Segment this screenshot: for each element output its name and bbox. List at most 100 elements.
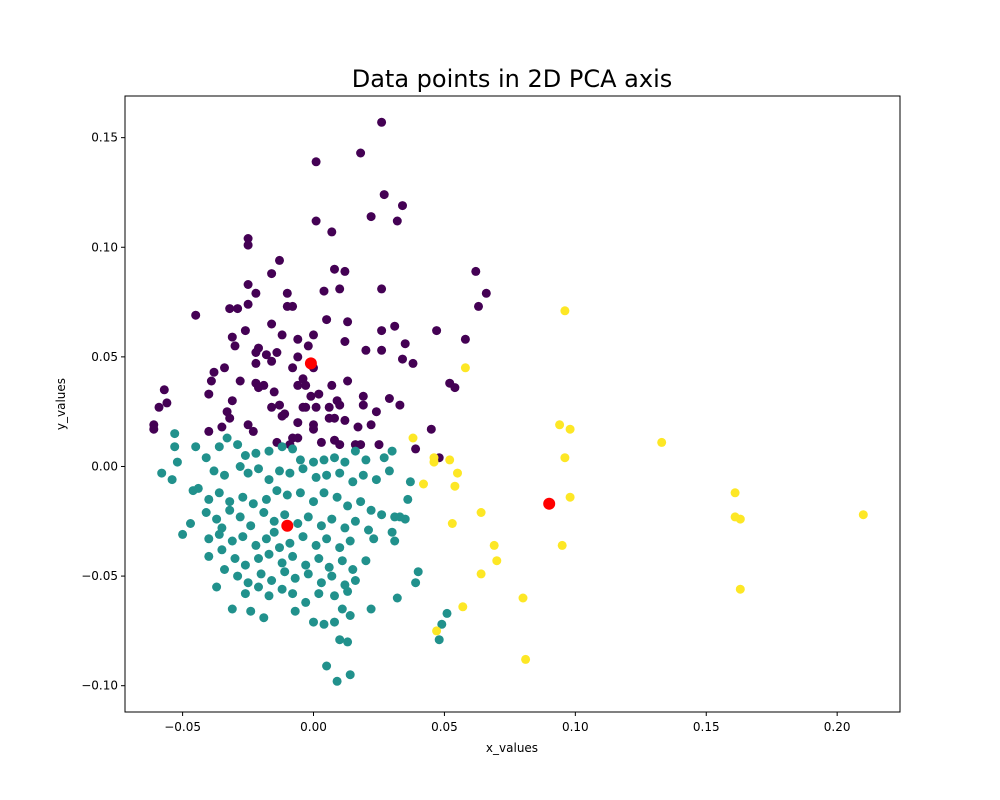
scatter-point-series-1 [309,497,318,507]
scatter-point-series-0 [251,288,261,298]
scatter-point-series-1 [238,532,248,542]
scatter-point-series-0 [309,424,318,434]
scatter-point-series-1 [285,468,295,478]
scatter-point-series-0 [377,326,387,336]
scatter-point-series-0 [330,264,339,274]
scatter-point-series-1 [288,444,298,454]
scatter-point-series-1 [222,433,232,443]
scatter-point-series-1 [343,586,353,596]
scatter-point-series-1 [269,527,279,537]
scatter-point-series-2 [408,433,418,443]
x-tick-label: 0.05 [431,720,458,734]
scatter-point-series-1 [322,661,332,671]
scatter-point-series-1 [170,442,180,452]
scatter-point-series-1 [350,446,360,456]
scatter-point-series-1 [345,611,355,620]
scatter-point-series-0 [335,284,345,294]
scatter-point-series-0 [324,402,334,412]
scatter-point-series-1 [227,604,237,614]
scatter-point-series-1 [319,619,329,629]
scatter-point-series-0 [149,424,159,434]
scatter-point-series-2 [460,363,470,373]
scatter-point-series-0 [309,330,318,340]
scatter-point-series-1 [157,468,167,478]
scatter-point-series-0 [269,387,279,397]
scatter-point-series-1 [248,499,258,509]
scatter-point-series-0 [316,437,326,447]
scatter-point-series-1 [204,534,214,544]
scatter-point-series-1 [343,501,353,511]
scatter-point-series-1 [442,608,452,618]
scatter-point-series-1 [361,556,371,566]
scatter-point-series-1 [243,468,253,478]
scatter-point-series-1 [186,519,195,528]
scatter-point-series-2 [557,540,567,550]
scatter-point-series-0 [277,330,287,340]
scatter-point-series-0 [293,433,303,443]
scatter-point-series-2 [521,654,531,664]
scatter-point-series-1 [387,446,397,456]
scatter-point-series-1 [335,468,345,478]
scatter-point-series-1 [193,483,203,493]
scatter-point-series-2 [735,514,745,524]
scatter-point-series-1 [340,457,350,467]
scatter-point-series-1 [301,597,311,607]
scatter-point-series-1 [350,576,360,585]
scatter-point-series-0 [374,440,384,450]
scatter-point-series-1 [387,527,397,537]
scatter-point-series-2 [489,540,499,550]
scatter-point-series-1 [217,523,227,533]
scatter-point-series-1 [227,536,237,546]
scatter-point-series-0 [322,315,332,325]
scatter-point-series-0 [293,380,303,390]
scatter-point-series-0 [243,234,253,243]
scatter-point-series-1 [269,516,279,526]
scatter-point-series-1 [204,494,214,504]
scatter-point-series-0 [353,422,363,432]
scatter-point-series-0 [314,389,324,399]
scatter-point-series-2 [453,468,462,478]
scatter-point-series-1 [256,569,266,579]
scatter-point-series-2 [476,508,486,517]
scatter-point-series-0 [398,354,407,364]
scatter-point-series-2 [555,420,565,430]
scatter-point-series-0 [358,391,368,401]
scatter-point-series-0 [267,356,277,366]
scatter-point-series-0 [217,422,227,432]
scatter-point-series-1 [212,582,222,592]
scatter-point-series-1 [225,505,235,515]
scatter-point-series-1 [240,451,250,460]
scatter-point-series-1 [298,464,308,474]
scatter-point-series-0 [243,280,253,289]
scatter-point-series-1 [275,543,284,553]
scatter-point-series-1 [316,578,326,588]
scatter-point-series-1 [243,578,253,588]
scatter-point-series-1 [167,475,177,485]
scatter-point-series-1 [212,514,222,524]
scatter-point-series-1 [384,466,394,476]
scatter-point-series-0 [204,389,214,399]
scatter-point-series-1 [390,536,400,546]
scatter-point-series-1 [261,534,271,544]
scatter-point-series-2 [560,453,570,463]
scatter-point-series-0 [319,286,329,296]
scatter-point-series-1 [377,510,387,520]
scatter-point-series-1 [233,440,243,450]
scatter-point-series-0 [311,402,321,412]
scatter-point-series-1 [298,532,308,542]
x-tick-label: 0.10 [562,720,589,734]
scatter-point-series-1 [309,617,318,627]
scatter-point-series-0 [379,190,389,200]
scatter-point-series-1 [303,512,313,522]
scatter-point-series-0 [327,380,337,390]
scatter-point-series-1 [259,508,269,517]
scatter-point-series-1 [400,514,410,524]
scatter-point-series-0 [272,348,282,357]
scatter-point-series-1 [264,549,274,559]
scatter-point-series-1 [361,455,371,465]
scatter-point-series-1 [327,514,337,524]
scatter-point-series-1 [267,576,277,585]
scatter-point-series-1 [345,670,355,680]
scatter-point-series-0 [191,310,201,320]
scatter-point-series-1 [290,573,300,583]
